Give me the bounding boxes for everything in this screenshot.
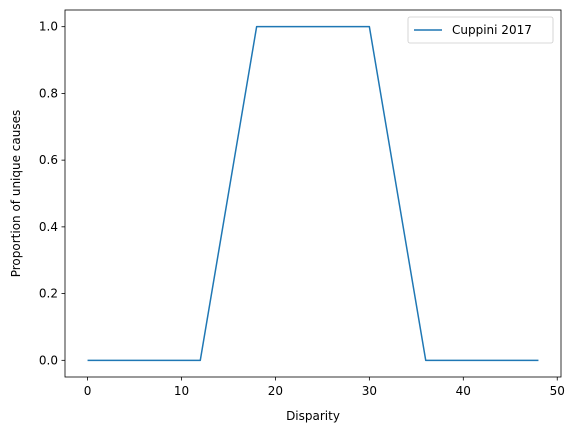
x-tick-label: 30 xyxy=(362,384,377,398)
y-tick-label: 0.6 xyxy=(39,153,58,167)
x-tick-label: 40 xyxy=(456,384,471,398)
legend-box xyxy=(407,16,554,44)
y-axis-label: Proportion of unique causes xyxy=(9,110,23,278)
x-tick-label: 10 xyxy=(174,384,189,398)
x-axis-label: Disparity xyxy=(286,409,340,423)
series-line-0 xyxy=(87,25,539,362)
series-layer xyxy=(87,25,539,362)
y-tick-label: 0.4 xyxy=(39,220,58,234)
y-tick-label: 0.2 xyxy=(39,287,58,301)
legend-label: Cuppini 2017 xyxy=(452,23,532,37)
y-tick-label: 0.8 xyxy=(39,86,58,100)
y-axis-ticks: 0.0 0.2 0.4 0.6 0.8 1.0 xyxy=(39,20,65,367)
y-tick-label: 1.0 xyxy=(39,20,58,34)
x-tick-label: 0 xyxy=(84,384,92,398)
legend: Cuppini 2017 xyxy=(407,16,554,44)
x-tick-label: 50 xyxy=(550,384,565,398)
x-tick-label: 20 xyxy=(268,384,283,398)
plot-frame xyxy=(64,9,562,378)
y-tick-label: 0.0 xyxy=(39,353,58,367)
x-axis-ticks: 0 10 20 30 40 50 xyxy=(84,377,565,398)
